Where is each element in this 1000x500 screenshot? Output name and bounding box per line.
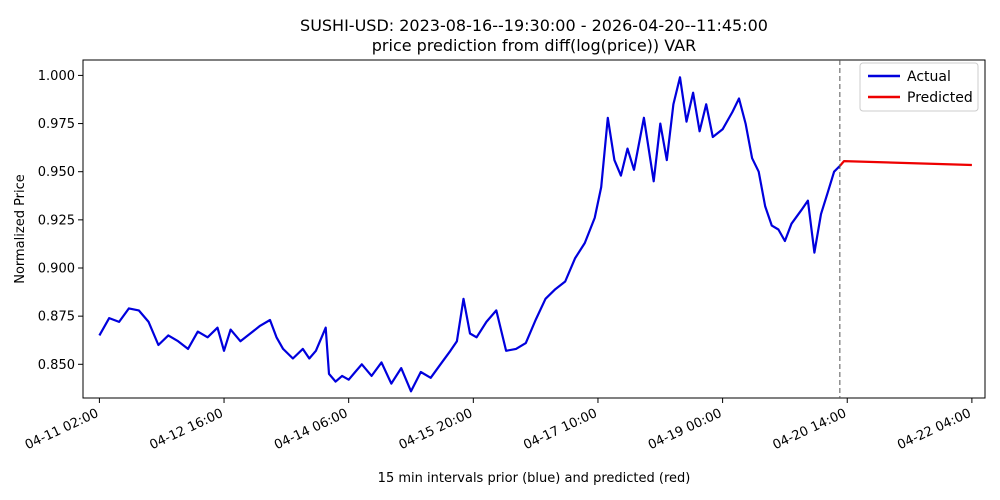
series-layer [98, 76, 972, 393]
legend-label-predicted: Predicted [907, 90, 973, 106]
y-tick-label: 0.925 [38, 213, 75, 228]
x-tick-label: 04-20 14:00 [771, 406, 849, 453]
x-tick-label: 04-12 16:00 [147, 406, 225, 453]
x-axis: 04-11 02:00 04-12 16:00 04-14 06:00 04-15 2… [23, 398, 974, 453]
x-tick-label: 04-19 00:00 [646, 406, 724, 453]
x-tick-label: 04-14 06:00 [272, 406, 350, 453]
x-axis-label: 15 min intervals prior (blue) and predic… [378, 471, 691, 486]
chart-title: SUSHI-USD: 2023-08-16--19:30:00 - 2026-0… [300, 16, 768, 35]
y-tick-label: 0.975 [38, 117, 75, 132]
series-line-actual [98, 76, 841, 393]
y-tick-label: 0.850 [38, 358, 75, 373]
y-axis-label: Normalized Price [13, 174, 28, 284]
plot-area [82, 59, 986, 399]
x-tick-label: 04-22 04:00 [895, 406, 973, 453]
y-tick-label: 1.000 [38, 69, 75, 84]
y-axis: 0.850 0.875 0.900 0.925 0.950 0.975 1.000 [38, 69, 83, 373]
series-line-predicted [839, 160, 972, 167]
y-tick-label: 0.900 [38, 262, 75, 277]
y-tick-label: 0.875 [38, 310, 75, 325]
chart-subtitle: price prediction from diff(log(price)) V… [372, 36, 696, 55]
legend-label-actual: Actual [907, 69, 951, 85]
x-tick-label: 04-11 02:00 [23, 406, 101, 453]
legend: Actual Predicted [859, 62, 979, 112]
x-tick-label: 04-15 20:00 [397, 406, 475, 453]
y-tick-label: 0.950 [38, 165, 75, 180]
x-tick-label: 04-17 10:00 [521, 406, 599, 453]
